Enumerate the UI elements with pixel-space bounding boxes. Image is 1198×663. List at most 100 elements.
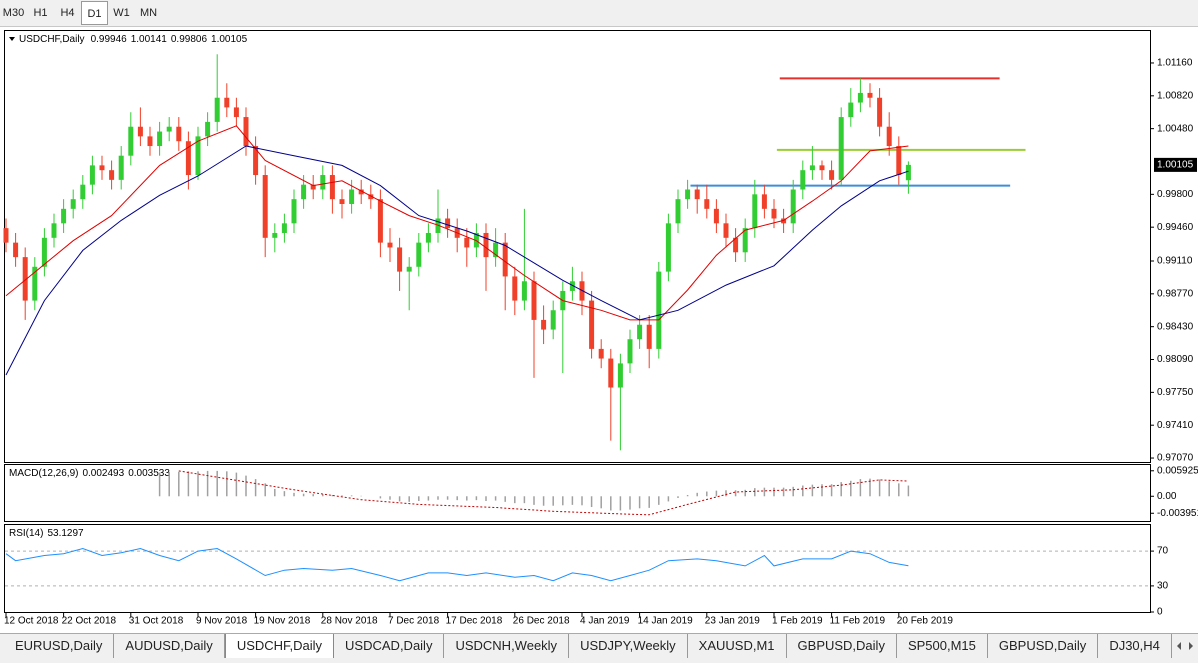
candle-body bbox=[310, 184, 316, 190]
y-tick-label: 70 bbox=[1157, 546, 1169, 557]
chart-tab[interactable]: GBPUSD,Daily bbox=[787, 634, 897, 658]
y-tick-label: 1.00820 bbox=[1157, 90, 1194, 101]
candle-body bbox=[838, 117, 844, 180]
candle-body bbox=[397, 247, 403, 272]
candle-body bbox=[809, 165, 815, 171]
candle-body bbox=[656, 271, 662, 349]
x-tick-label: 23 Jan 2019 bbox=[705, 616, 760, 627]
collapse-icon bbox=[9, 37, 15, 41]
chart-tab[interactable]: USDCHF,Daily bbox=[224, 634, 335, 658]
symbol: USDCHF,Daily bbox=[19, 34, 85, 45]
candle-body bbox=[848, 102, 854, 118]
candle-body bbox=[157, 131, 163, 147]
rsi-value: 53.1297 bbox=[47, 528, 84, 539]
chart-tabs: EURUSD,Daily AUDUSD,Daily USDCHF,Daily USDC… bbox=[0, 633, 1198, 658]
candle-body bbox=[61, 208, 67, 224]
candle-body bbox=[243, 117, 249, 147]
candle-body bbox=[723, 223, 729, 238]
x-tick-label: 26 Dec 2018 bbox=[513, 616, 570, 627]
candle-body bbox=[742, 228, 748, 253]
candle-body bbox=[377, 199, 383, 243]
signal-value: 0.003533 bbox=[128, 468, 170, 479]
candle-body bbox=[483, 232, 489, 258]
indicator-name: RSI(14) bbox=[9, 528, 43, 539]
candle-body bbox=[905, 164, 911, 181]
candle-body bbox=[166, 126, 172, 132]
x-tick-label: 9 Nov 2018 bbox=[196, 616, 248, 627]
candle-body bbox=[502, 242, 508, 277]
chart-tab[interactable]: GBPUSD,Daily bbox=[988, 634, 1099, 658]
candle-body bbox=[329, 175, 335, 200]
y-tick-label: 0.97410 bbox=[1157, 420, 1194, 431]
candle-body bbox=[694, 189, 700, 200]
rsi-header: RSI(14) 53.1297 bbox=[9, 528, 84, 539]
x-tick-label: 14 Jan 2019 bbox=[638, 616, 693, 627]
candle-body bbox=[704, 199, 710, 209]
candle-body bbox=[819, 165, 825, 171]
chart-tab[interactable]: USDCAD,Daily bbox=[334, 634, 445, 658]
candle-body bbox=[147, 136, 153, 147]
chart-tab[interactable]: DJ30,H4 bbox=[1098, 634, 1172, 658]
timeframe-button[interactable]: H1 bbox=[33, 7, 48, 19]
candle-body bbox=[185, 141, 191, 176]
candle-body bbox=[800, 170, 806, 190]
y-tick-label: -0.003951 bbox=[1157, 508, 1198, 519]
timeframe-button[interactable]: H4 bbox=[60, 7, 75, 19]
chart-background bbox=[0, 27, 1198, 633]
timeframe-button[interactable]: M30 bbox=[2, 7, 25, 19]
candle-body bbox=[224, 97, 230, 108]
candle-body bbox=[646, 324, 652, 349]
x-tick-label: 4 Jan 2019 bbox=[580, 616, 630, 627]
low: 0.99806 bbox=[171, 34, 208, 45]
macd-value: 0.002493 bbox=[82, 468, 124, 479]
x-tick-label: 17 Dec 2018 bbox=[446, 616, 503, 627]
candle-body bbox=[99, 165, 105, 171]
candle-body bbox=[617, 363, 623, 388]
current-price-box bbox=[1154, 157, 1197, 172]
chart-tab[interactable]: EURUSD,Daily bbox=[4, 634, 115, 658]
candle-body bbox=[349, 189, 355, 204]
candle-body bbox=[493, 242, 499, 258]
candle-body bbox=[857, 92, 863, 103]
candle-body bbox=[867, 92, 873, 98]
x-tick-label: 12 Oct 2018 bbox=[4, 616, 59, 627]
chart-tab[interactable]: USDCNH,Weekly bbox=[444, 634, 570, 658]
candle-body bbox=[685, 189, 691, 200]
x-tick-label: 20 Feb 2019 bbox=[897, 616, 954, 627]
candle-body bbox=[41, 237, 47, 267]
x-tick-label: 11 Feb 2019 bbox=[830, 616, 886, 627]
candle-body bbox=[627, 339, 633, 364]
y-tick-label: 0.97750 bbox=[1157, 387, 1194, 398]
candle-body bbox=[22, 257, 28, 301]
chart-tab[interactable]: AUDUSD,Daily bbox=[114, 634, 225, 658]
candle-body bbox=[13, 242, 19, 258]
candle-body bbox=[637, 324, 643, 340]
tab-scroll-arrows[interactable] bbox=[1172, 634, 1198, 658]
x-tick-label: 28 Nov 2018 bbox=[321, 616, 378, 627]
close: 1.00105 bbox=[211, 34, 248, 45]
candle-body bbox=[896, 146, 902, 176]
macd-header: MACD(12,26,9) 0.002493 0.003533 bbox=[9, 468, 170, 479]
candle-body bbox=[569, 281, 575, 291]
timeframe-button[interactable]: W1 bbox=[113, 7, 130, 19]
high: 1.00141 bbox=[131, 34, 168, 45]
timeframe-button[interactable]: D1 bbox=[81, 1, 108, 25]
candle-body bbox=[281, 223, 287, 233]
candle-body bbox=[521, 281, 527, 301]
timeframe-button[interactable]: MN bbox=[139, 7, 158, 19]
candle-body bbox=[291, 199, 297, 224]
candle-body bbox=[137, 126, 143, 137]
candle-body bbox=[51, 223, 57, 238]
candle-body bbox=[32, 266, 38, 301]
chart-tab[interactable]: SP500,M15 bbox=[897, 634, 988, 658]
candle-body bbox=[272, 232, 278, 238]
chart-tab[interactable]: USDJPY,Weekly bbox=[569, 634, 688, 658]
x-tick-label: 22 Oct 2018 bbox=[62, 616, 117, 627]
candle-body bbox=[358, 189, 364, 195]
moving-average bbox=[5, 125, 909, 321]
candle-body bbox=[301, 184, 307, 200]
candle-body bbox=[70, 199, 76, 209]
chart-tab[interactable]: XAUUSD,M1 bbox=[688, 634, 787, 658]
y-tick-label: 1.00480 bbox=[1157, 123, 1194, 134]
candle-body bbox=[195, 136, 201, 176]
